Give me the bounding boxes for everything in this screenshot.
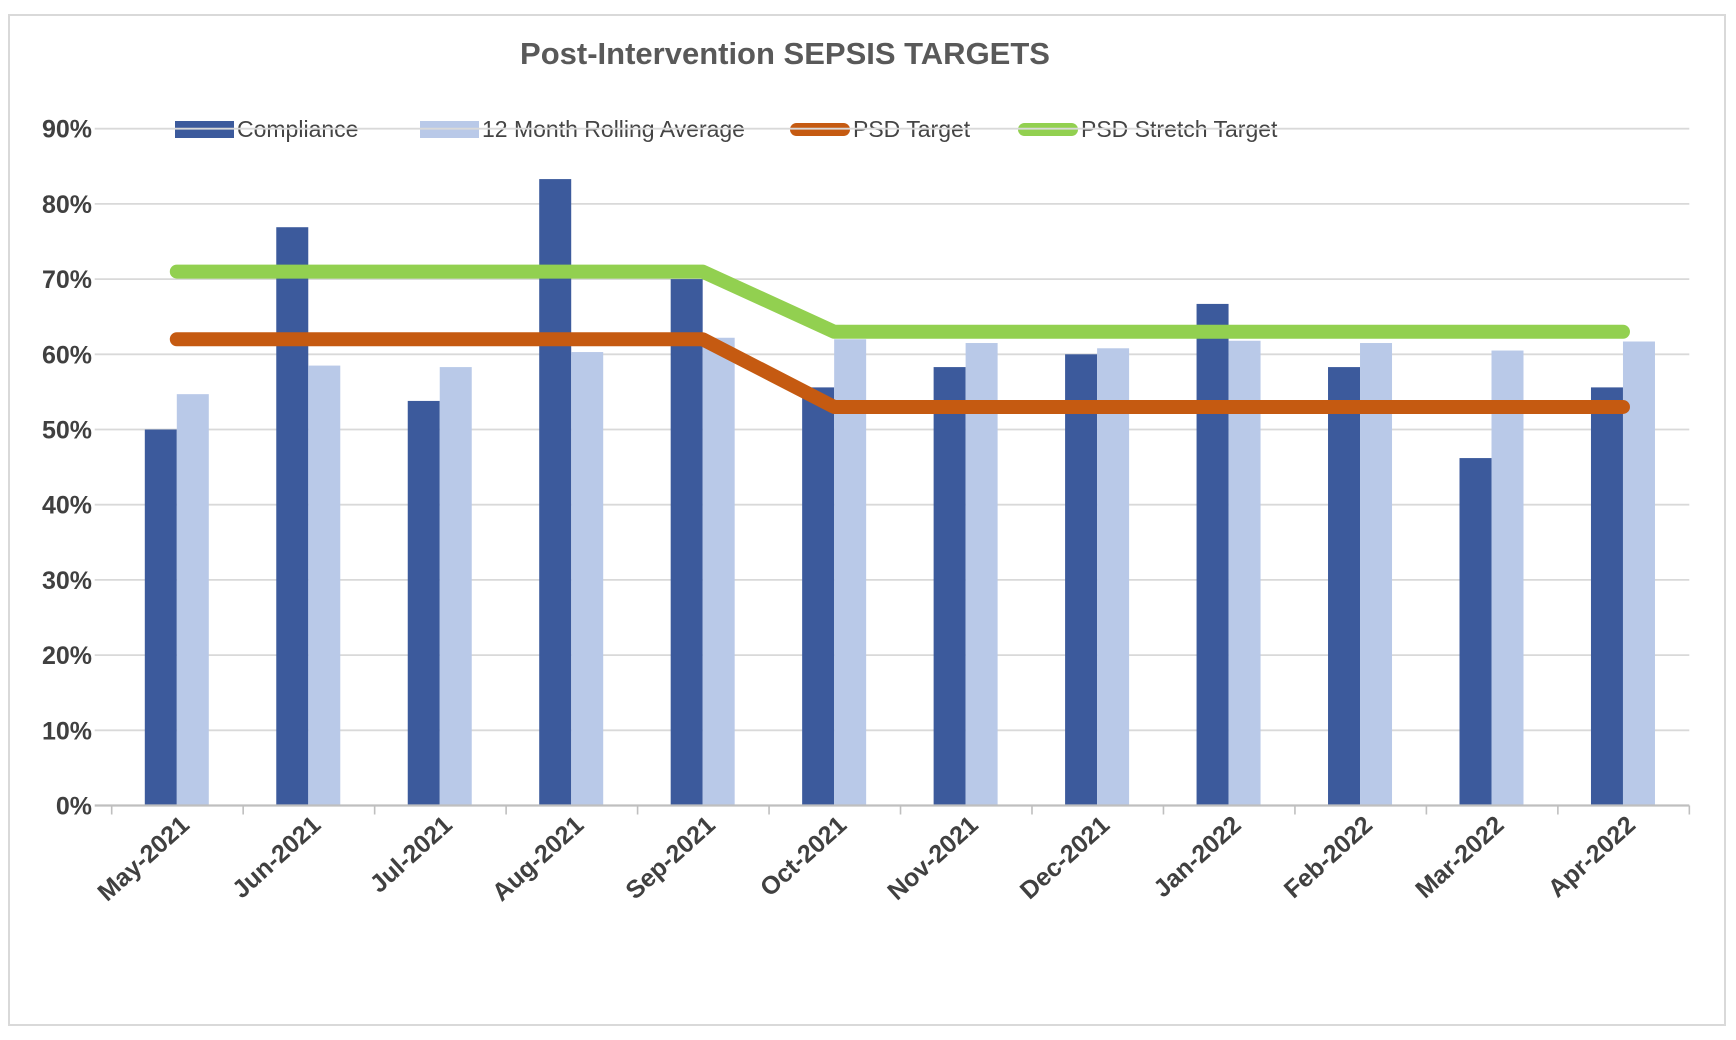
x-axis-label-Sep-2021: Sep-2021 bbox=[620, 811, 720, 905]
y-axis-label-40%: 40% bbox=[42, 492, 92, 520]
x-axis-label-Apr-2022: Apr-2022 bbox=[1543, 811, 1641, 903]
bar-12-month-rolling-average-Jan-2022 bbox=[1228, 340, 1261, 806]
y-axis-label-60%: 60% bbox=[42, 341, 92, 369]
y-axis-label-0%: 0% bbox=[56, 793, 92, 821]
bar-12-month-rolling-average-Dec-2021 bbox=[1097, 348, 1130, 806]
bar-12-month-rolling-average-May-2021 bbox=[176, 394, 209, 806]
y-axis-label-80%: 80% bbox=[42, 191, 92, 219]
x-axis-label-Jul-2021: Jul-2021 bbox=[365, 811, 458, 899]
bar-12-month-rolling-average-Sep-2021 bbox=[702, 337, 735, 806]
bar-compliance-Jun-2021 bbox=[276, 227, 309, 806]
y-axis-label-20%: 20% bbox=[42, 642, 92, 670]
y-axis-label-70%: 70% bbox=[42, 266, 92, 294]
bar-compliance-Sep-2021 bbox=[670, 279, 703, 806]
x-axis-label-May-2021: May-2021 bbox=[92, 811, 194, 907]
x-axis-label-Jan-2022: Jan-2022 bbox=[1148, 811, 1246, 903]
bar-12-month-rolling-average-Apr-2022 bbox=[1622, 341, 1655, 806]
bar-12-month-rolling-average-Oct-2021 bbox=[834, 339, 867, 806]
y-axis-label-10%: 10% bbox=[42, 717, 92, 745]
line-psd-stretch-target bbox=[169, 264, 1630, 339]
line-psd-target bbox=[169, 332, 1630, 414]
x-axis-label-Oct-2021: Oct-2021 bbox=[755, 811, 852, 903]
bar-12-month-rolling-average-Jun-2021 bbox=[308, 365, 341, 806]
x-axis-label-Mar-2022: Mar-2022 bbox=[1410, 811, 1509, 904]
x-axis-label-Feb-2022: Feb-2022 bbox=[1279, 811, 1378, 904]
bar-compliance-Feb-2022 bbox=[1328, 367, 1361, 806]
x-axis-label-Jun-2021: Jun-2021 bbox=[227, 811, 326, 904]
bar-compliance-Nov-2021 bbox=[933, 367, 966, 806]
bar-12-month-rolling-average-Nov-2021 bbox=[965, 343, 998, 806]
bar-compliance-Aug-2021 bbox=[539, 179, 572, 806]
y-axis-label-50%: 50% bbox=[42, 417, 92, 445]
bar-12-month-rolling-average-Feb-2022 bbox=[1360, 343, 1393, 806]
bar-compliance-Dec-2021 bbox=[1065, 354, 1098, 806]
bar-12-month-rolling-average-Aug-2021 bbox=[571, 352, 604, 806]
bar-compliance-Jan-2022 bbox=[1196, 303, 1229, 806]
bar-12-month-rolling-average-Mar-2022 bbox=[1491, 350, 1524, 806]
bar-compliance-Mar-2022 bbox=[1459, 458, 1492, 806]
bar-compliance-Apr-2022 bbox=[1590, 387, 1623, 806]
x-axis-label-Dec-2021: Dec-2021 bbox=[1015, 811, 1115, 905]
y-axis-label-30%: 30% bbox=[42, 567, 92, 595]
bar-compliance-Jul-2021 bbox=[407, 400, 440, 806]
x-axis-label-Aug-2021: Aug-2021 bbox=[487, 811, 589, 907]
bar-12-month-rolling-average-Jul-2021 bbox=[439, 367, 472, 806]
bar-compliance-Oct-2021 bbox=[802, 387, 835, 806]
y-axis-label-90%: 90% bbox=[42, 116, 92, 144]
x-axis-label-Nov-2021: Nov-2021 bbox=[882, 811, 983, 906]
bar-compliance-May-2021 bbox=[144, 429, 177, 806]
chart-title: Post-Intervention SEPSIS TARGETS bbox=[520, 36, 1050, 71]
